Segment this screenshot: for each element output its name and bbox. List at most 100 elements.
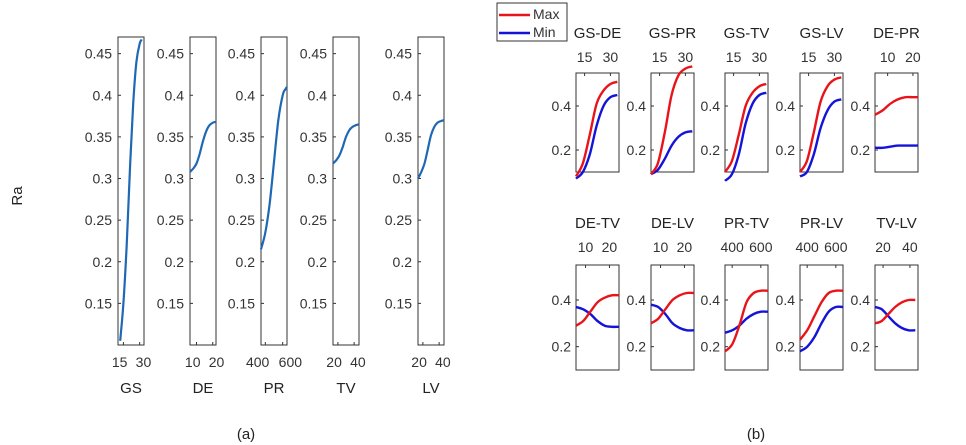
panel-title: TV-LV	[876, 215, 917, 232]
panel-box	[332, 36, 360, 346]
y-axis-label: Ra	[9, 186, 26, 206]
y-tick-label: 0.35	[228, 129, 255, 145]
series-line-min	[874, 305, 916, 332]
y-tick-label: 0.25	[228, 212, 255, 228]
panel-label-b: (b)	[747, 426, 765, 443]
panel-label-a: (a)	[237, 426, 255, 443]
y-tick-label: 0.4	[701, 98, 721, 114]
y-tick-label: 0.15	[157, 295, 184, 311]
series-line-min	[724, 310, 769, 334]
x-axis-label: DE	[193, 380, 214, 397]
y-tick-label: 0.25	[85, 212, 112, 228]
y-tick-label: 0.2	[627, 339, 647, 355]
panel-b-de-lv: DE-LV 10 20 0.4 0.2	[627, 215, 695, 371]
x-axis-label: TV	[336, 380, 355, 397]
y-tick-label: 0.45	[300, 46, 327, 62]
panel-title: GS-LV	[800, 25, 844, 42]
x-tick-label: 15	[652, 49, 668, 65]
x-tick-label: 15	[801, 49, 817, 65]
panel-box	[189, 36, 217, 346]
y-tick-label: 0.4	[308, 87, 328, 103]
series-line	[332, 123, 360, 165]
series-line-max	[649, 65, 693, 175]
y-tick-label: 0.35	[300, 129, 327, 145]
x-tick-label: 15	[112, 354, 128, 370]
panel-title: DE-TV	[575, 215, 620, 232]
y-tick-label: 0.2	[776, 339, 796, 355]
x-tick-label: 20	[602, 239, 618, 255]
panel-box	[575, 72, 620, 173]
x-axis-label: GS	[120, 380, 142, 397]
panel-box	[650, 264, 695, 371]
x-tick-label: 10	[880, 49, 896, 65]
x-tick-label: 10	[653, 239, 669, 255]
y-tick-label: 0.15	[300, 295, 327, 311]
y-tick-label: 0.2	[701, 142, 721, 158]
panel-b-gs-pr: GS-PR 15 30 0.4 0.2	[627, 25, 697, 176]
x-tick-label: 600	[824, 239, 848, 255]
panel-a-lv: 0.45 0.4 0.35 0.3 0.25 0.2 0.15 20 40 LV	[385, 36, 451, 397]
panel-title: GS-TV	[724, 25, 770, 42]
y-tick-label: 0.2	[701, 339, 721, 355]
x-tick-label: 40	[435, 354, 451, 370]
series-line-min	[575, 305, 620, 329]
y-tick-label: 0.3	[165, 171, 185, 187]
panel-b-de-tv: DE-TV 10 20 0.4 0.2	[552, 215, 620, 371]
y-tick-label: 0.4	[851, 98, 871, 114]
y-tick-label: 0.35	[85, 129, 112, 145]
y-tick-label: 0.4	[627, 98, 647, 114]
series-line	[416, 119, 445, 179]
y-tick-label: 0.2	[552, 142, 572, 158]
y-tick-label: 0.45	[385, 46, 412, 62]
y-tick-label: 0.4	[165, 87, 185, 103]
y-tick-label: 0.45	[85, 46, 112, 62]
y-tick-label: 0.2	[308, 254, 328, 270]
panel-box	[260, 36, 288, 346]
panel-box	[724, 264, 769, 371]
y-tick-label: 0.25	[385, 212, 412, 228]
y-tick-label: 0.2	[552, 339, 572, 355]
series-line-min	[724, 91, 767, 182]
series-line-max	[798, 76, 842, 173]
y-tick-label: 0.25	[300, 212, 327, 228]
panel-box	[799, 264, 844, 371]
y-tick-label: 0.15	[228, 295, 255, 311]
panel-b-de-pr: DE-PR 10 20 0.4 0.2	[851, 25, 921, 173]
panel-b-gs-de: GS-DE 15 30 0.4 0.2	[552, 25, 621, 180]
series-line-max	[575, 293, 620, 327]
legend: Max Min	[496, 2, 568, 42]
panel-box	[417, 36, 445, 346]
y-tick-label: 0.4	[236, 87, 256, 103]
series-line	[259, 86, 288, 250]
x-tick-label: 40	[350, 354, 366, 370]
panel-box	[575, 264, 620, 371]
panel-a-tv: 0.45 0.4 0.35 0.3 0.25 0.2 0.15 20 40 TV	[300, 36, 366, 397]
x-tick-label: 40	[902, 239, 918, 255]
y-tick-label: 0.4	[93, 87, 113, 103]
x-tick-label: 20	[875, 239, 891, 255]
panel-a-gs: 0.45 0.4 0.35 0.3 0.25 0.2 0.15 15 30 GS	[85, 36, 151, 397]
x-tick-label: 15	[726, 49, 742, 65]
panel-box	[724, 72, 769, 173]
y-tick-label: 0.2	[776, 142, 796, 158]
panel-b-gs-lv: GS-LV 15 30 0.4 0.2	[776, 25, 844, 178]
x-tick-label: 20	[209, 354, 225, 370]
y-tick-label: 0.4	[552, 292, 572, 308]
series-line-min	[799, 305, 844, 353]
x-axis-label: LV	[422, 380, 439, 397]
y-tick-label: 0.15	[85, 295, 112, 311]
y-tick-label: 0.3	[393, 171, 413, 187]
x-tick-label: 30	[603, 49, 619, 65]
x-tick-label: 400	[795, 239, 819, 255]
x-tick-label: 20	[411, 354, 427, 370]
y-tick-label: 0.2	[165, 254, 185, 270]
x-tick-label: 30	[752, 49, 768, 65]
panel-title: GS-PR	[649, 25, 697, 42]
x-axis-label: PR	[264, 380, 285, 397]
y-tick-label: 0.2	[236, 254, 256, 270]
panel-box	[650, 72, 695, 173]
series-line-max	[874, 95, 918, 116]
y-tick-label: 0.3	[93, 171, 113, 187]
panel-box	[874, 264, 919, 371]
